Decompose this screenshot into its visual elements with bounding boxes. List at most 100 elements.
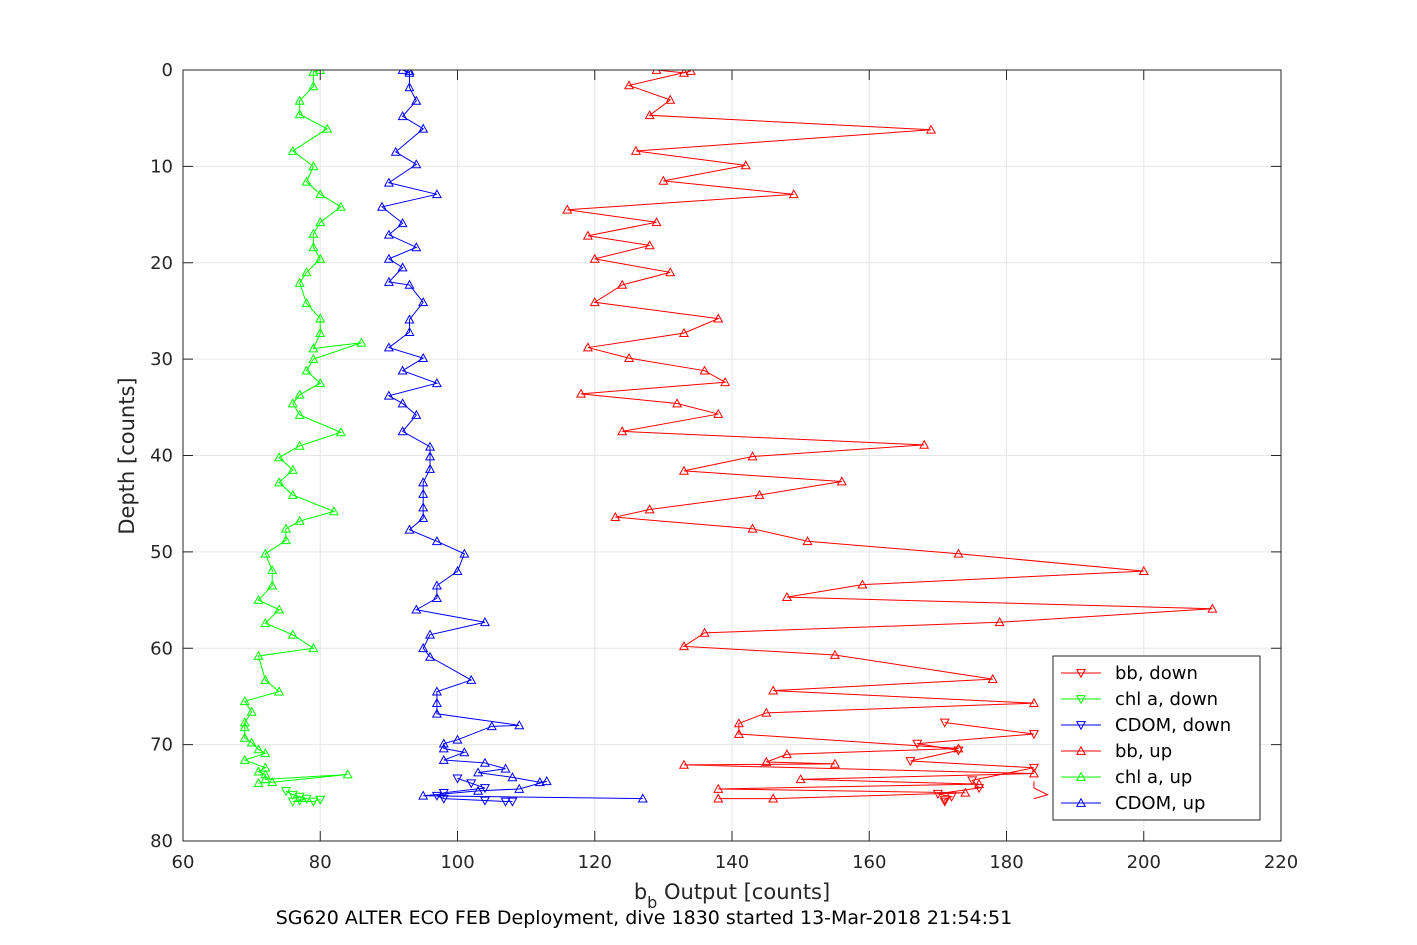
data-point-cdom-up [418,790,429,800]
legend-label: bb, up [1115,741,1172,762]
data-point-cdom-up [637,793,648,803]
data-point-bb-down [1028,730,1039,740]
x-tick-label: 120 [578,852,612,873]
data-point-chl-a-up [322,123,333,133]
data-point-bb-up [658,175,669,185]
data-point-chl-a-up [267,580,278,590]
data-point-chl-a-up [274,604,285,614]
data-point-chl-a-up [308,81,319,91]
data-point-bb-up [582,342,593,352]
data-point-chl-a-down [301,794,312,804]
data-point-cdom-up [383,342,394,352]
axis-ticks: 60 80 100 120 140 160 180 200 220010203040506070… [150,60,1298,873]
data-point-chl-a-up [267,564,278,575]
x-tick-label: 220 [1264,852,1298,873]
data-point-chl-a-up [308,161,319,171]
data-point-cdom-up [404,326,415,336]
data-point-chl-a-up [287,464,298,474]
data-point-bb-up [1138,565,1149,576]
data-point-cdom-up [418,512,429,523]
y-tick-label: 10 [150,156,173,177]
legend-marker [1075,721,1087,731]
data-point-cdom-up [397,426,408,436]
data-point-chl-a-up [294,95,305,105]
data-point-bb-down [967,776,978,786]
data-point-bb-down [953,746,964,756]
data-point-bb-up [699,627,710,637]
data-point-bb-up [678,70,690,77]
data-point-bb-up [733,728,744,738]
data-point-cdom-up [397,70,408,74]
data-point-cdom-up [404,524,415,534]
data-point-bb-down [912,739,923,749]
data-point-cdom-up [404,70,415,75]
data-point-bb-up [788,189,799,199]
data-point-chl-a-up [246,737,257,747]
data-point-cdom-up [383,229,394,239]
data-point-cdom-up [473,785,484,795]
legend-label: chl a, up [1115,767,1192,788]
data-point-chl-a-up [253,744,264,754]
data-point-bb-up [1207,603,1218,613]
data-point-bb-up [665,267,676,277]
data-point-cdom-up [397,218,408,228]
data-point-bb-up [829,649,840,659]
y-tick-label: 70 [150,735,173,756]
legend-item-cdom-down: CDOM, down [1061,715,1231,736]
x-tick-label: 140 [715,852,749,873]
series-line-chl-a-up [243,70,362,784]
data-point-bb-up [617,279,628,289]
data-point-chl-a-up [260,674,271,684]
data-point-bb-up [713,793,724,803]
data-point-bb-down [939,797,950,807]
data-point-bb-up [781,591,792,602]
data-point-bb-up [644,504,655,514]
data-point-chl-a-up [308,228,319,238]
data-point-bb-up [720,377,731,387]
series-line-tail-bb-up [1033,781,1050,800]
data-point-cdom-up [452,734,463,744]
data-point-cdom-up [459,548,470,558]
data-point-chl-a-up [315,189,326,199]
data-point-bb-up [781,749,792,759]
data-point-cdom-up [376,201,388,211]
data-point-cdom-up [397,111,408,121]
data-point-cdom-up [418,643,429,653]
data-point-cdom-up [431,708,442,718]
data-point-bb-up [582,230,593,240]
data-point-chl-a-up [239,696,250,706]
legend-marker [1075,797,1087,807]
data-point-cdom-up [514,783,525,793]
legend: bb, down chl a, down CDOM, down bb, up chl a… [1052,655,1261,821]
data-point-bb-up [747,523,758,533]
data-point-cdom-up [383,177,394,187]
legend-item-bb-up: bb, up [1061,741,1172,762]
data-point-bb-up [562,204,573,214]
data-point-chl-a-up [294,409,305,419]
data-point-chl-a-up [315,217,326,227]
data-point-cdom-up [479,757,490,767]
data-point-cdom-up [418,502,429,512]
data-point-cdom-up [438,754,449,764]
data-point-chl-a-up [308,70,319,76]
series-chl-a-down [280,787,326,807]
data-point-cdom-up [404,279,415,289]
data-point-chl-a-up [287,489,298,499]
y-tick-label: 0 [162,60,173,81]
data-point-bb-up [589,297,600,307]
data-point-cdom-up [452,565,463,576]
series-line-bb-up [567,70,1213,800]
data-point-chl-a-up [253,650,264,660]
data-point-chl-a-up [315,377,326,388]
legend-label: CDOM, down [1115,715,1231,736]
data-point-bb-up [678,465,690,475]
data-point-cdom-down [479,796,490,806]
data-point-chl-a-up [287,629,298,639]
y-tick-label: 50 [150,542,173,563]
data-point-bb-down [939,718,950,728]
data-point-bb-up [624,80,635,90]
data-point-chl-a-up [274,477,285,487]
data-point-chl-a-up [260,548,271,558]
data-point-bb-up [768,793,779,803]
data-point-cdom-up [383,276,394,286]
